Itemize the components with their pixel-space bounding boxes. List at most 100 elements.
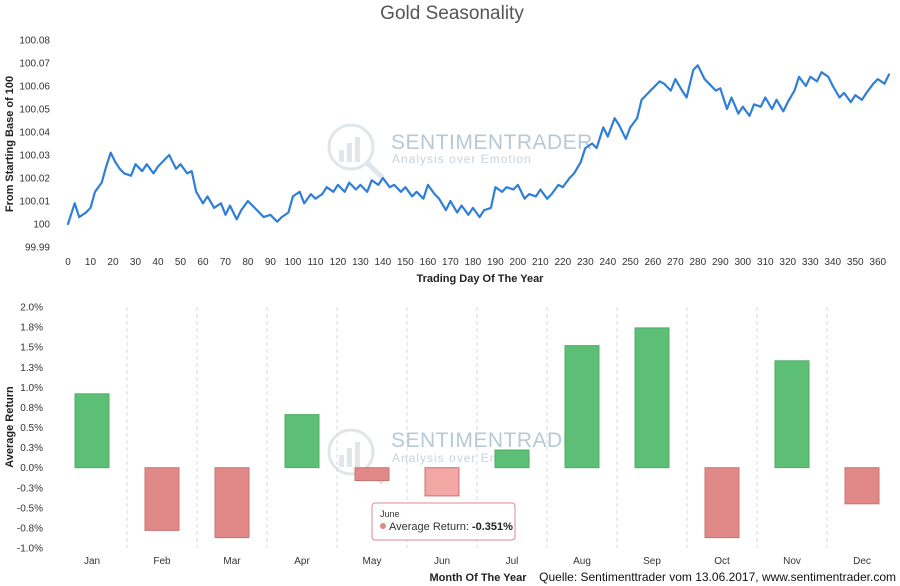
y-tick-label: 100.02 bbox=[19, 174, 50, 185]
y-tick-label: 100.08 bbox=[19, 36, 50, 47]
y-tick-label: 0.3% bbox=[20, 443, 43, 454]
y-tick-label: 0.8% bbox=[20, 403, 43, 414]
x-tick-label: Aug bbox=[573, 556, 591, 567]
x-tick-label: 300 bbox=[734, 257, 751, 268]
y-tick-label: 100 bbox=[33, 220, 50, 231]
x-tick-label: 220 bbox=[555, 257, 572, 268]
x-tick-label: Jan bbox=[84, 556, 100, 567]
x-tick-label: 100 bbox=[285, 257, 302, 268]
y-tick-label: 1.0% bbox=[20, 383, 43, 394]
tooltip-month: June bbox=[380, 509, 400, 519]
x-tick-label: 160 bbox=[420, 257, 437, 268]
x-tick-label: 120 bbox=[330, 257, 347, 268]
bar-jan[interactable] bbox=[74, 393, 110, 469]
watermark-tagline: Analysis over Emotion bbox=[392, 152, 532, 166]
chart-title: Gold Seasonality bbox=[380, 3, 524, 24]
x-tick-label: 340 bbox=[824, 257, 841, 268]
x-tick-label: 290 bbox=[712, 257, 729, 268]
x-tick-label: 80 bbox=[242, 257, 254, 268]
x-tick-label: 210 bbox=[532, 257, 549, 268]
y-tick-label: 100.01 bbox=[19, 197, 50, 208]
tooltip-value: -0.351% bbox=[472, 521, 513, 533]
x-tick-label: 40 bbox=[152, 257, 164, 268]
bar-chart: 2.0% 1.8% 1.5% 1.3% 1.0% 0.8% 0.5% 0.3% 0.0% -0.3… bbox=[4, 303, 880, 584]
x-tick-label: 320 bbox=[779, 257, 796, 268]
x-tick-label: 0 bbox=[65, 257, 71, 268]
y-tick-label: 1.5% bbox=[20, 343, 43, 354]
watermark-top: SENTIMENTRADER Analysis over Emotion bbox=[327, 123, 593, 180]
y-tick-label: -0.5% bbox=[17, 503, 43, 514]
y-axis-title: From Starting Base of 100 bbox=[4, 76, 16, 212]
x-tick-label: Oct bbox=[714, 556, 730, 567]
seasonality-line bbox=[66, 64, 891, 226]
x-tick-label: 130 bbox=[352, 257, 369, 268]
watermark-brand: SENTIMENTRADER bbox=[391, 429, 593, 452]
bar-jul[interactable] bbox=[494, 449, 530, 469]
y-tick-label: 100.05 bbox=[19, 105, 50, 116]
x-tick-label: 360 bbox=[869, 257, 886, 268]
tooltip-label: Average Return: -0.351% bbox=[389, 521, 513, 533]
x-tick-label: 50 bbox=[175, 257, 187, 268]
y-tick-label: 1.3% bbox=[20, 363, 43, 374]
y-tick-label: 100.03 bbox=[19, 151, 50, 162]
x-tick-label: 90 bbox=[265, 257, 277, 268]
bar-oct[interactable] bbox=[704, 467, 740, 539]
x-tick-label: 10 bbox=[85, 257, 97, 268]
source-note: Quelle: Sentimenttrader vom 13.06.2017, … bbox=[539, 570, 896, 584]
watermark-brand: SENTIMENTRADER bbox=[391, 131, 593, 154]
x-tick-label: 280 bbox=[689, 257, 706, 268]
x-tick-label: May bbox=[363, 556, 382, 567]
x-tick-label: Apr bbox=[294, 556, 310, 567]
x-tick-label: 60 bbox=[197, 257, 209, 268]
x-tick-label: 170 bbox=[442, 257, 459, 268]
x-tick-label: 200 bbox=[510, 257, 527, 268]
tooltip-marker bbox=[380, 523, 386, 529]
x-tick-label: 70 bbox=[220, 257, 232, 268]
y-tick-label: -0.3% bbox=[17, 483, 43, 494]
y-tick-label: -0.8% bbox=[17, 523, 43, 534]
y-tick-label: 100.06 bbox=[19, 82, 50, 93]
x-tick-label: 350 bbox=[847, 257, 864, 268]
x-tick-label: Nov bbox=[783, 556, 801, 567]
x-tick-label: Mar bbox=[223, 556, 241, 567]
bar-aug[interactable] bbox=[564, 345, 600, 469]
x-tick-label: 230 bbox=[577, 257, 594, 268]
x-tick-label: 110 bbox=[307, 257, 323, 268]
bar-may[interactable] bbox=[354, 467, 390, 482]
tooltip-label-text: Average Return: bbox=[389, 521, 472, 533]
y-tick-label: 0.5% bbox=[20, 423, 43, 434]
x-tick-label: 30 bbox=[130, 257, 142, 268]
bar-apr[interactable] bbox=[284, 414, 320, 469]
x-tick-label: Jul bbox=[506, 556, 519, 567]
bar-jun[interactable] bbox=[424, 467, 460, 497]
x-tick-label: 140 bbox=[375, 257, 392, 268]
x-tick-label: 240 bbox=[599, 257, 616, 268]
bar-dec[interactable] bbox=[844, 467, 880, 505]
y-tick-label: 2.0% bbox=[20, 303, 43, 314]
bar-mar[interactable] bbox=[214, 467, 250, 539]
y-tick-label: 99.99 bbox=[25, 243, 50, 254]
y-tick-label: 100.04 bbox=[19, 128, 50, 139]
bar-feb[interactable] bbox=[144, 467, 180, 531]
x-tick-label: Dec bbox=[853, 556, 871, 567]
watermark-logo-icon bbox=[327, 123, 385, 180]
bar-sep[interactable] bbox=[634, 327, 670, 469]
y-tick-label: -1.0% bbox=[17, 544, 43, 555]
x-tick-label: Feb bbox=[153, 556, 171, 567]
x-tick-label: 180 bbox=[465, 257, 482, 268]
x-tick-label: 150 bbox=[397, 257, 414, 268]
x-tick-label: 20 bbox=[107, 257, 119, 268]
x-tick-label: Sep bbox=[643, 556, 661, 567]
x-tick-label: 250 bbox=[622, 257, 639, 268]
x-tick-label: 310 bbox=[757, 257, 774, 268]
bar-nov[interactable] bbox=[774, 360, 810, 469]
x-axis-title: Trading Day Of The Year bbox=[417, 273, 545, 285]
line-chart: 100.08 100.07 100.06 100.05 100.04 100.03 100.… bbox=[4, 36, 891, 285]
x-tick-label: 190 bbox=[487, 257, 504, 268]
y-tick-label: 100.07 bbox=[19, 59, 50, 70]
x-tick-label: 260 bbox=[644, 257, 661, 268]
x-tick-label: Jun bbox=[434, 556, 450, 567]
y-tick-label: 1.8% bbox=[20, 323, 43, 334]
y-tick-label: 0.0% bbox=[20, 463, 43, 474]
